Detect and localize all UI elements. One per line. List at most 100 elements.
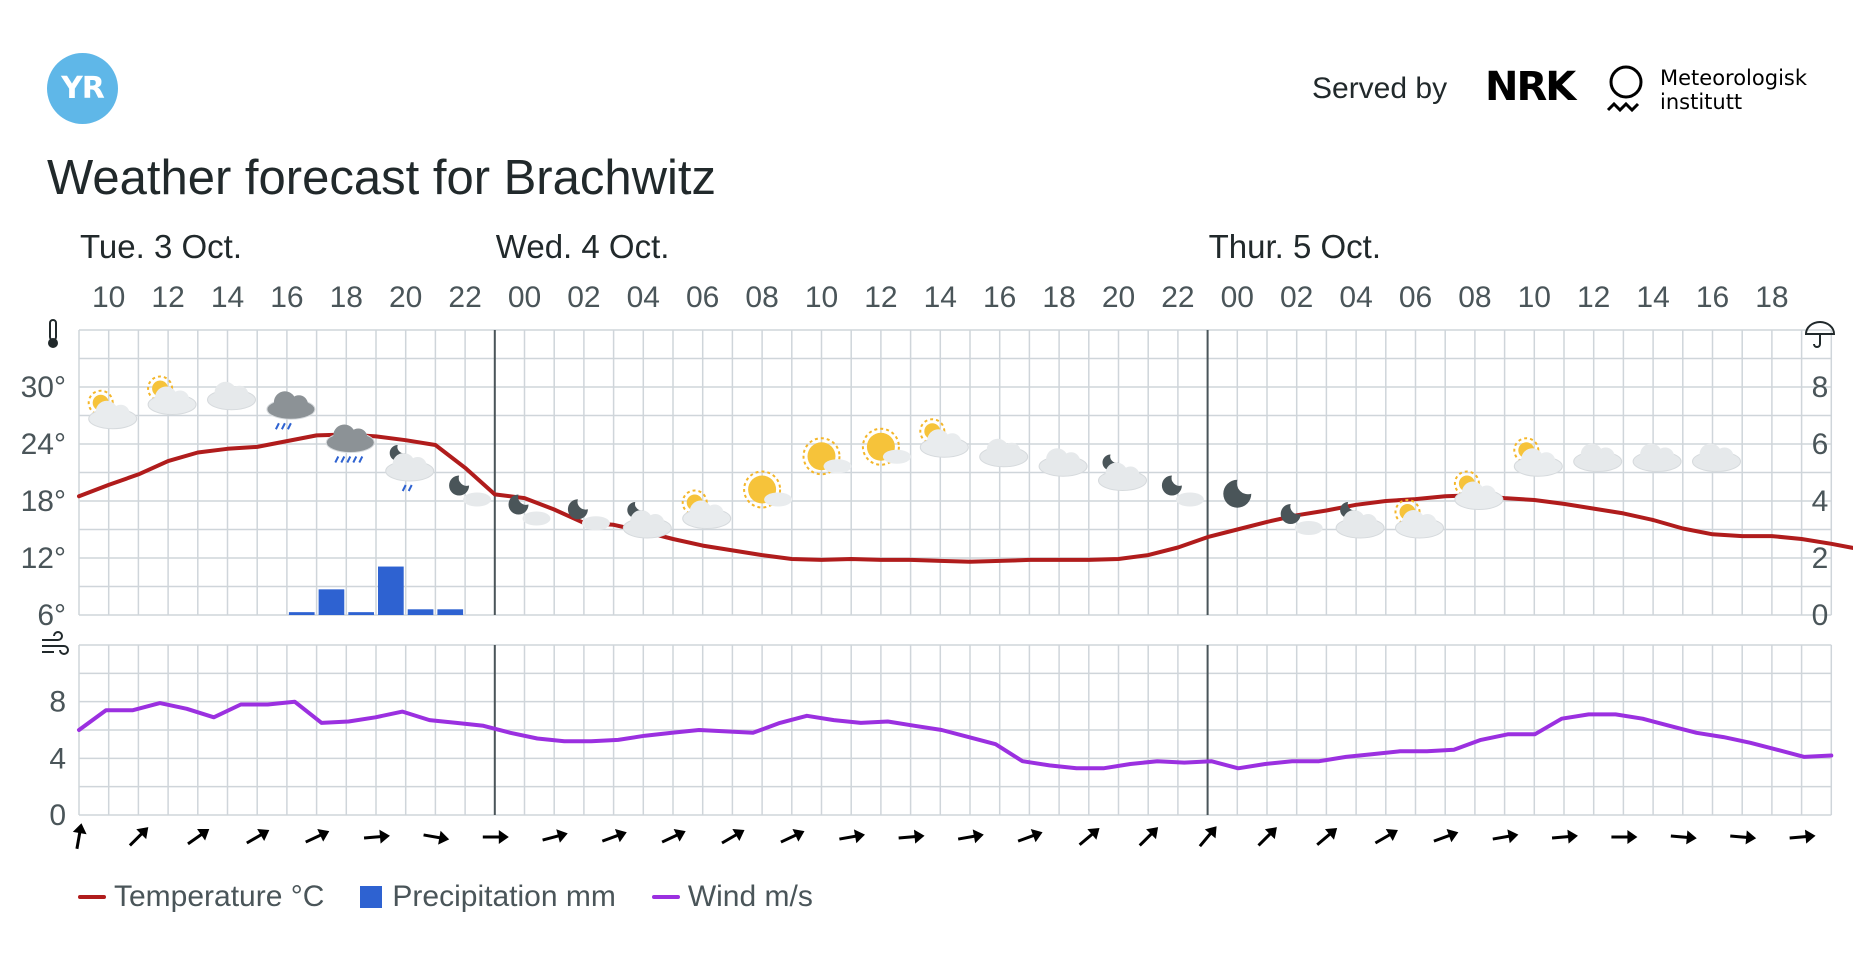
partly-cloudy-night-icon [449, 475, 492, 507]
cloudy-night-icon [622, 502, 672, 539]
precip-tick-label: 0 [1812, 599, 1829, 632]
day-label: Thur. 5 Oct. [1209, 228, 1381, 265]
wind-icon [42, 631, 69, 655]
chart-legend: Temperature °C Precipitation mm Wind m/s [78, 880, 849, 914]
wind-direction-arrow [1138, 827, 1159, 847]
wind-direction-arrow [1789, 829, 1816, 844]
hour-label: 14 [924, 281, 957, 314]
hour-label: 18 [1755, 281, 1788, 314]
temp-tick-label: 6° [37, 599, 66, 632]
umbrella-icon [1804, 321, 1836, 335]
legend-item-wind: Wind m/s [651, 880, 813, 914]
yr-logo: YR [47, 53, 118, 124]
temp-tick-label: 12° [21, 542, 66, 575]
wind-direction-arrow [1611, 830, 1638, 844]
wind-direction-arrow [839, 829, 865, 844]
wind-direction-arrow [128, 827, 149, 847]
hour-label: 06 [1399, 281, 1432, 314]
served-by-label: Served by [1312, 72, 1448, 105]
partly-cloudy-day-icon [1394, 499, 1444, 539]
wind-direction-arrow [482, 830, 509, 844]
day-label: Tue. 3 Oct. [80, 228, 242, 265]
temp-tick-label: 18° [21, 485, 66, 518]
precip-bar [378, 566, 404, 615]
wind-direction-arrow [957, 829, 984, 844]
legend-swatch-precipitation [360, 886, 383, 908]
cloudy-night-icon [1335, 502, 1385, 539]
precip-bar [437, 609, 464, 615]
wind-direction-arrow [721, 828, 745, 845]
hour-label: 00 [1221, 281, 1254, 314]
precip-tick-label: 4 [1812, 485, 1829, 518]
legend-swatch-temperature [78, 895, 106, 899]
nrk-logo: NRK [1485, 64, 1576, 110]
precip-tick-label: 8 [1812, 371, 1829, 404]
wind-direction-arrow [1730, 830, 1757, 845]
hour-label: 06 [686, 281, 719, 314]
wind-tick-label: 4 [49, 742, 66, 775]
wind-direction-arrow [898, 829, 925, 844]
yr-logo-text: YR [61, 71, 105, 106]
wind-tick-label: 8 [49, 686, 66, 719]
hour-label: 08 [745, 281, 778, 314]
legend-item-temperature: Temperature °C [78, 880, 324, 914]
partly-cloudy-day-icon [147, 375, 197, 415]
partly-cloudy-night-icon [567, 499, 610, 531]
partly-cloudy-night-icon [1280, 504, 1323, 535]
precip-bar [288, 612, 315, 615]
hour-label: 12 [151, 281, 184, 314]
hour-label: 12 [864, 281, 897, 314]
partly-cloudy-night-icon [508, 494, 551, 526]
fair-day-icon [861, 427, 911, 466]
cloudy-icon [979, 438, 1029, 468]
wind-direction-arrow [1017, 829, 1043, 843]
precip-bar [318, 589, 345, 615]
hour-label: 14 [211, 281, 244, 314]
hour-label: 10 [1518, 281, 1551, 314]
cloudy-icon [1038, 448, 1088, 477]
hour-label: 00 [508, 281, 541, 314]
hour-label: 10 [805, 281, 838, 314]
hour-label: 22 [448, 281, 481, 314]
met-institute-icon [1606, 65, 1643, 113]
clear-night-icon [1223, 479, 1252, 508]
forecast-chart: Tue. 3 Oct. Wed. 4 Oct. Thur. 5 Oct. 10 12 14… [21, 228, 1853, 850]
hour-label: 02 [567, 281, 600, 314]
legend-label-precipitation: Precipitation mm [392, 880, 616, 913]
hour-label: 14 [1636, 281, 1669, 314]
hour-label: 16 [270, 281, 303, 314]
heavy-rain-cloud-icon [325, 424, 375, 463]
wind-direction-arrow [363, 829, 390, 844]
wind-direction-arrow [305, 828, 330, 844]
wind-direction-arrow [601, 829, 627, 843]
hour-label: 20 [1102, 281, 1135, 314]
wind-direction-arrow [1257, 827, 1277, 847]
hour-label: 20 [389, 281, 422, 314]
precip-tick-label: 2 [1812, 542, 1829, 575]
wind-direction-arrow [1433, 829, 1459, 843]
cloudy-night-icon [1098, 454, 1147, 491]
partly-cloudy-day-icon [1513, 437, 1563, 477]
met-institute-logo: Meteorologisk institutt [1660, 66, 1807, 114]
cloudy-icon [1632, 443, 1682, 472]
wind-tick-label: 0 [49, 799, 66, 832]
hour-label: 12 [1577, 281, 1610, 314]
precip-bar [407, 609, 434, 615]
thermometer-bulb-icon [48, 338, 58, 348]
legend-label-wind: Wind m/s [687, 880, 813, 913]
wind-direction-arrow [246, 828, 270, 845]
temp-tick-label: 30° [21, 371, 66, 404]
hour-label: 02 [1280, 281, 1313, 314]
wind-direction-arrow [72, 823, 87, 850]
umbrella-handle-icon [1813, 334, 1821, 348]
cloudy-icon [1692, 443, 1741, 472]
wind-direction-arrow [1492, 829, 1519, 844]
hour-label: 08 [1458, 281, 1491, 314]
legend-item-precipitation: Precipitation mm [360, 880, 616, 914]
precip-bar [348, 612, 374, 615]
hour-label: 04 [627, 281, 660, 314]
partly-cloudy-day-icon [1453, 470, 1504, 510]
hour-label: 16 [983, 281, 1016, 314]
partly-cloudy-night-icon [1161, 475, 1204, 507]
wind-direction-arrow [661, 828, 686, 844]
